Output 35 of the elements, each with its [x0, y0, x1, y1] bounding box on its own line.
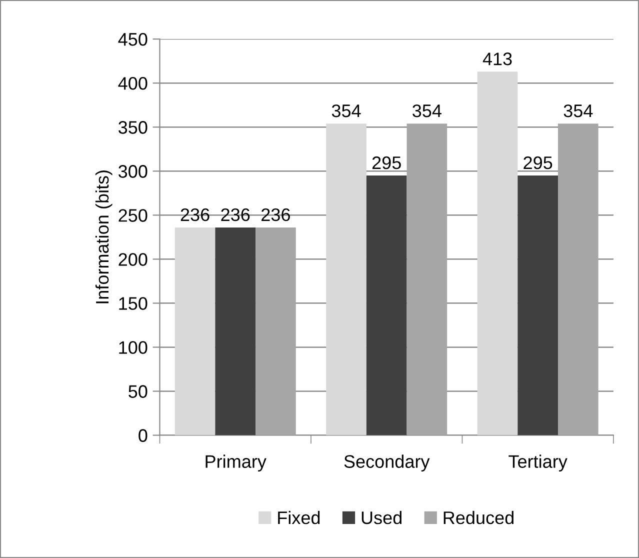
- y-tick-label: 0: [138, 429, 148, 442]
- y-tick-label: 150: [119, 297, 148, 310]
- bar: [256, 227, 296, 436]
- data-label: 295: [372, 156, 401, 170]
- data-label: 413: [482, 52, 512, 66]
- y-tick-label: 400: [118, 77, 148, 90]
- data-label: 236: [180, 208, 210, 222]
- data-label: 354: [412, 104, 442, 118]
- y-tick-label: 350: [118, 121, 148, 134]
- y-tick-label: 200: [118, 253, 148, 266]
- bar: [477, 72, 518, 436]
- y-tick-label: 300: [118, 165, 148, 178]
- x-tick-label: Secondary: [344, 454, 430, 472]
- y-tick-label: 100: [119, 341, 148, 354]
- y-tick-label: 250: [118, 209, 148, 222]
- bar: [558, 124, 598, 436]
- y-tick-label: 50: [128, 385, 148, 398]
- x-tick-label: Tertiary: [508, 454, 568, 472]
- data-label: 236: [221, 208, 250, 222]
- y-axis-title: Information (bits): [95, 170, 112, 304]
- legend-label: Fixed: [278, 510, 320, 524]
- y-tick-label: 450: [118, 32, 148, 46]
- legend-label: Used: [362, 510, 402, 524]
- legend-label: Reduced: [444, 510, 514, 524]
- data-label: 354: [332, 104, 361, 118]
- data-label: 354: [564, 104, 593, 118]
- bar: [326, 124, 366, 436]
- bar: [215, 227, 256, 436]
- bar: [174, 227, 216, 436]
- x-tick-label: Primary: [206, 454, 266, 472]
- data-label: 236: [262, 208, 290, 222]
- data-label: 295: [524, 156, 552, 170]
- bar: [366, 176, 407, 436]
- bar: [406, 124, 448, 436]
- bar: [518, 176, 558, 436]
